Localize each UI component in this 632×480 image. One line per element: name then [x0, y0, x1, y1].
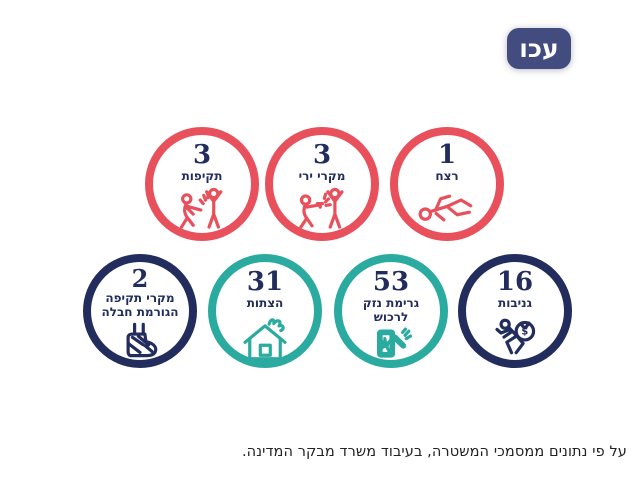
body-outline-icon — [415, 186, 479, 232]
thief-icon: $ — [486, 313, 544, 360]
stat-circle-assaults: 3 תקיפות — [145, 127, 259, 241]
stat-number: 53 — [372, 267, 410, 297]
stat-label: גניבות — [498, 296, 532, 311]
stat-label: גרימת נזק לרכוש — [362, 296, 420, 325]
shooting-icon — [291, 186, 353, 233]
burning-house-icon — [235, 313, 295, 360]
svg-text:$: $ — [521, 327, 528, 338]
stat-circle-property-damage: 53 גרימת נזק לרכוש — [334, 254, 448, 368]
stat-number: 1 — [437, 140, 457, 170]
stat-label: מקרי ירי — [298, 169, 346, 184]
stat-number: 16 — [496, 267, 534, 297]
assault-icon — [171, 186, 233, 233]
stat-number: 2 — [131, 264, 149, 293]
stat-label: מקרי תקיפה הגורמת חבלה — [101, 291, 179, 319]
broken-window-icon — [362, 327, 420, 360]
stat-circle-assault-causing-injury: 2 מקרי תקיפה הגורמת חבלה — [83, 254, 197, 368]
stat-circle-theft: 16 גניבות $ — [458, 254, 572, 368]
city-badge-label: עכו — [519, 34, 559, 63]
stat-label: רצח — [435, 169, 459, 184]
stat-number: 3 — [312, 140, 332, 170]
city-badge: עכו — [507, 28, 571, 69]
stat-number: 31 — [246, 267, 284, 297]
stat-label: הצתות — [246, 296, 284, 311]
stat-label: תקיפות — [181, 169, 223, 184]
stat-circle-shootings: 3 מקרי ירי — [265, 127, 379, 241]
injured-foot-icon — [113, 322, 167, 358]
stat-circle-murder: 1 רצח — [390, 127, 504, 241]
stat-number: 3 — [192, 140, 212, 170]
stat-circle-arson: 31 הצתות — [208, 254, 322, 368]
source-caption: על פי נתונים ממסמכי המשטרה, בעיבוד משרד … — [241, 444, 627, 460]
